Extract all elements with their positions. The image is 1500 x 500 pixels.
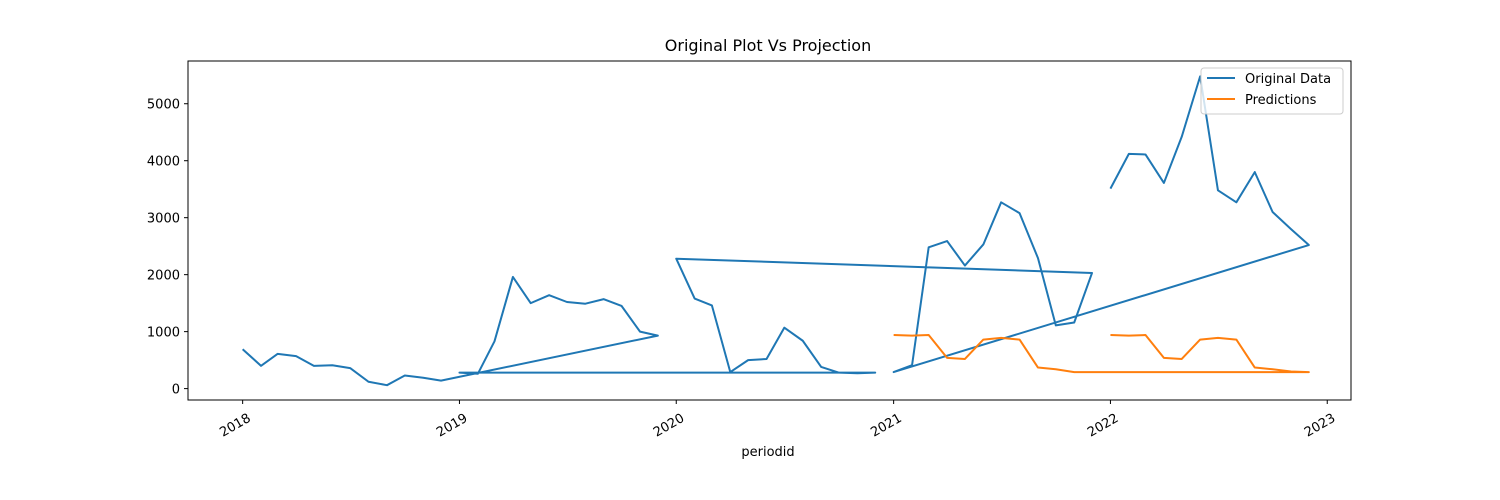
- y-tick-label-0: 0: [172, 383, 180, 398]
- legend-box: [1200, 67, 1344, 115]
- y-axis: 0 1000 2000 3000 4000 5000: [147, 98, 188, 398]
- x-axis: 2018 2019 2020 2021 2022 2023: [217, 400, 1338, 440]
- plot-frame: [187, 60, 1352, 401]
- legend-label-predictions: Predictions: [1245, 93, 1317, 108]
- legend: Original Data Predictions: [1200, 67, 1344, 115]
- x-tick-label-2018: 2018: [217, 411, 253, 441]
- series-line-predictions: [893, 334, 1310, 374]
- chart-title: Original Plot Vs Projection: [665, 36, 871, 55]
- series-line-original-data: [241, 75, 1310, 387]
- x-tick-label-2023: 2023: [1302, 411, 1338, 441]
- x-axis-label: periodid: [741, 445, 794, 460]
- legend-label-original-data: Original Data: [1245, 72, 1331, 87]
- y-tick-label-3000: 3000: [147, 212, 180, 227]
- series-layer: [241, 75, 1310, 387]
- x-tick-label-2022: 2022: [1085, 411, 1121, 441]
- x-tick-label-2021: 2021: [868, 411, 904, 441]
- y-tick-label-2000: 2000: [147, 269, 180, 284]
- y-tick-label-1000: 1000: [147, 326, 180, 341]
- x-tick-label-2019: 2019: [434, 411, 470, 441]
- x-tick-label-2020: 2020: [651, 411, 687, 441]
- y-tick-label-5000: 5000: [147, 98, 180, 113]
- y-tick-label-4000: 4000: [147, 155, 180, 170]
